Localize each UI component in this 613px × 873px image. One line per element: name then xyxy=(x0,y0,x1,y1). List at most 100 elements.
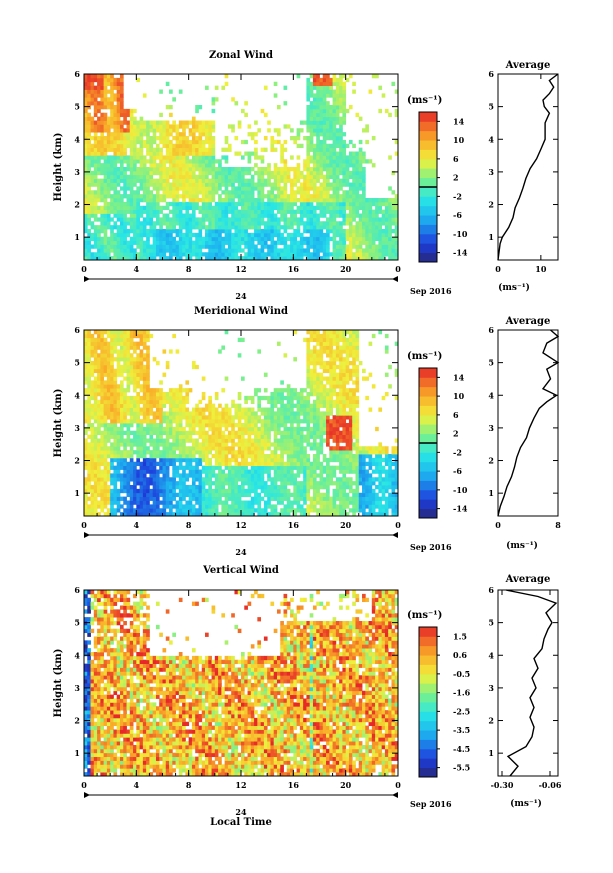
heatmap-cell xyxy=(106,461,111,467)
heatmap-cell xyxy=(142,132,147,137)
heatmap-cell xyxy=(146,419,150,424)
heatmap-cell xyxy=(263,205,268,211)
heatmap-cell xyxy=(139,465,144,470)
heatmap-cell xyxy=(306,105,311,110)
heatmap-cell xyxy=(303,178,307,183)
heatmap-cell xyxy=(267,128,271,133)
heatmap-cell xyxy=(201,450,206,455)
heatmap-cell xyxy=(90,504,95,509)
heatmap-cell xyxy=(254,186,258,191)
heatmap-cell xyxy=(368,248,373,253)
heatmap-cell xyxy=(227,434,232,439)
heatmap-cell xyxy=(159,469,163,474)
heatmap-cell xyxy=(312,74,317,79)
heatmap-cell xyxy=(329,252,333,257)
heatmap-cell xyxy=(358,221,363,226)
heatmap-cell xyxy=(110,395,114,401)
heatmap-cell xyxy=(182,496,186,501)
heatmap-cell xyxy=(139,194,144,199)
heatmap-cell xyxy=(224,488,229,494)
heatmap-cell xyxy=(250,442,255,447)
heatmap-cell xyxy=(188,388,193,393)
heatmap-cell xyxy=(326,108,330,114)
heatmap-cell xyxy=(260,155,265,160)
heatmap-cell xyxy=(178,465,183,470)
heatmap-cell xyxy=(322,178,327,183)
heatmap-cell xyxy=(103,485,108,490)
heatmap-cell xyxy=(133,473,137,478)
heatmap-cell xyxy=(254,392,258,397)
heatmap-cell xyxy=(309,112,314,118)
heatmap-cell xyxy=(146,132,150,137)
heatmap-cell xyxy=(195,512,199,516)
heatmap-cell xyxy=(218,469,222,474)
heatmap-cell xyxy=(182,198,186,203)
heatmap-cell xyxy=(231,97,235,102)
heatmap-cell xyxy=(136,384,140,389)
heatmap-cell xyxy=(103,461,108,467)
heatmap-cell xyxy=(211,407,216,412)
heatmap-cell xyxy=(227,217,232,222)
heatmap-cell xyxy=(335,252,340,257)
heatmap-cell xyxy=(113,407,118,412)
heatmap-cell xyxy=(172,236,176,242)
heatmap-cell xyxy=(237,225,242,230)
heatmap-cell xyxy=(172,201,176,207)
heatmap-cell xyxy=(87,353,91,358)
heatmap-cell xyxy=(149,128,154,133)
heatmap-cell xyxy=(136,508,140,513)
heatmap-cell xyxy=(348,256,353,260)
heatmap-cell xyxy=(97,139,101,145)
heatmap-cell xyxy=(355,252,360,257)
heatmap-cell xyxy=(355,248,360,253)
heatmap-cell xyxy=(260,240,265,245)
heatmap-cell xyxy=(133,488,137,494)
heatmap-cell xyxy=(309,128,314,133)
heatmap-cell xyxy=(100,438,105,443)
heatmap-cell xyxy=(352,205,356,211)
heatmap-cell xyxy=(93,426,98,432)
heatmap-cell xyxy=(103,504,108,509)
heatmap-cell xyxy=(237,488,242,494)
heatmap-cell xyxy=(133,240,137,245)
heatmap-cell xyxy=(227,508,232,513)
heatmap-cell xyxy=(97,361,101,366)
heatmap-cell xyxy=(260,256,265,260)
heatmap-cell xyxy=(211,217,216,222)
heatmap-cell xyxy=(270,170,275,176)
heatmap-cell xyxy=(126,120,131,125)
heatmap-cell xyxy=(93,198,98,203)
heatmap-cell xyxy=(362,186,366,191)
heatmap-cell xyxy=(136,190,140,195)
heatmap-cell xyxy=(195,423,199,428)
heatmap-cell xyxy=(100,167,105,172)
heatmap-cell xyxy=(195,469,199,474)
heatmap-cell xyxy=(362,209,366,214)
heatmap-cell xyxy=(169,454,173,459)
heatmap-cell xyxy=(368,209,373,214)
heatmap-cell xyxy=(97,167,101,172)
heatmap-cell xyxy=(159,256,163,260)
heatmap-cell xyxy=(84,364,88,370)
heatmap-cell xyxy=(142,392,147,397)
heatmap-cell xyxy=(175,194,180,199)
heatmap-cell xyxy=(123,236,127,242)
heatmap-cell xyxy=(326,217,330,222)
heatmap-cell xyxy=(247,155,252,160)
heatmap-cell xyxy=(280,190,284,195)
heatmap-cell xyxy=(169,221,173,226)
heatmap-cell xyxy=(342,139,347,145)
heatmap-cell xyxy=(221,147,226,152)
heatmap-cell xyxy=(169,477,173,482)
heatmap-cell xyxy=(129,229,134,234)
heatmap-cell xyxy=(329,147,333,152)
heatmap-cell xyxy=(316,85,320,90)
heatmap-cell xyxy=(335,186,340,191)
heatmap-cell xyxy=(286,178,291,183)
heatmap-cell xyxy=(267,229,271,234)
heatmap-cell xyxy=(391,201,396,207)
heatmap-cell xyxy=(394,232,398,238)
heatmap-cell xyxy=(106,473,111,478)
heatmap-cell xyxy=(136,407,140,412)
heatmap-cell xyxy=(126,174,131,180)
